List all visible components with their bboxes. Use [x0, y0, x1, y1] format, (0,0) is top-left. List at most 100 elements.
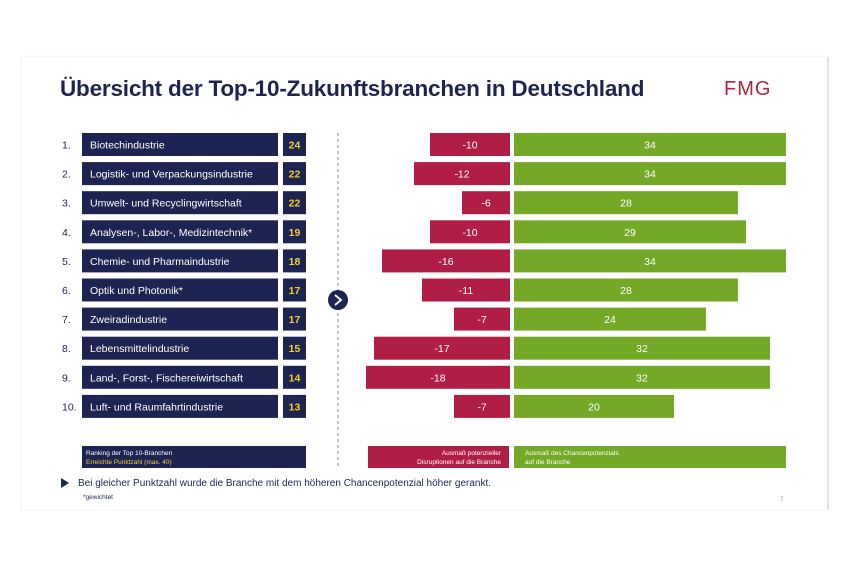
score-box [283, 365, 306, 389]
score-box [283, 394, 306, 418]
industry-label: Analysen-, Labor-, Medizintechnik* [90, 227, 252, 239]
opportunity-bar [514, 249, 786, 273]
slide-edge [827, 57, 829, 510]
industry-box [82, 365, 278, 389]
opportunity-value: 32 [636, 343, 648, 355]
industry-label: Luft- und Raumfahrtindustrie [90, 401, 223, 413]
industry-label: Zweiradindustrie [90, 314, 167, 326]
rank-number: 8. [62, 343, 71, 355]
disruption-bar [430, 133, 510, 156]
opportunity-value: 28 [620, 198, 632, 210]
score-box [283, 307, 306, 331]
legend-opportunity-line2: auf die Branche [525, 459, 571, 466]
score-value: 19 [289, 227, 301, 239]
disruption-bar [430, 220, 510, 244]
legend-disruption-box [368, 446, 509, 468]
legend-ranking-line2: Erreichte Punktzahl (max. 40) [86, 459, 172, 466]
score-value: 15 [289, 343, 301, 355]
disruption-bar [414, 162, 510, 186]
score-box [283, 191, 306, 215]
score-box [283, 278, 306, 302]
opportunity-bar [514, 220, 746, 244]
opportunity-bar [514, 336, 770, 360]
rank-number: 3. [62, 198, 71, 210]
opportunity-bar [514, 307, 706, 331]
industry-box [82, 278, 278, 302]
industry-label: Umwelt- und Recyclingwirtschaft [90, 198, 242, 210]
opportunity-value: 34 [644, 169, 656, 181]
disruption-bar [374, 336, 510, 360]
legend-disruption-line2: Disruptionen auf die Branche [417, 459, 501, 466]
industry-label: Chemie- und Pharmaindustrie [90, 256, 230, 268]
opportunity-bar [514, 394, 674, 418]
triangle-bullet-icon [61, 478, 69, 488]
page-title: Übersicht der Top-10-Zukunftsbranchen in… [60, 76, 645, 101]
industry-label: Logistik- und Verpackungsindustrie [90, 169, 253, 181]
opportunity-value: 34 [644, 140, 656, 152]
disruption-value: -11 [459, 285, 474, 297]
industry-label: Optik und Photonik* [90, 285, 183, 297]
weighted-note: *gewichtet [83, 494, 113, 501]
rank-number: 7. [62, 314, 71, 326]
industry-box [82, 191, 278, 215]
industry-label: Lebensmittelindustrie [90, 343, 189, 355]
score-value: 22 [289, 169, 301, 181]
rank-number: 6. [62, 285, 71, 297]
disruption-value: -6 [481, 198, 490, 210]
industry-box [82, 133, 278, 156]
legend-opportunity-line1: Ausmaß des Chancenpotenzials [525, 450, 619, 457]
opportunity-value: 28 [620, 285, 632, 297]
disruption-value: -7 [477, 314, 486, 326]
industry-box [82, 307, 278, 331]
score-box [283, 162, 306, 186]
footnote: Bei gleicher Punktzahl wurde die Branche… [78, 478, 492, 489]
score-value: 18 [289, 256, 301, 268]
score-value: 17 [289, 285, 301, 297]
industry-box [82, 336, 278, 360]
score-box [283, 336, 306, 360]
disruption-value: -10 [462, 227, 477, 239]
disruption-bar [382, 249, 510, 273]
score-box [283, 249, 306, 273]
score-value: 13 [289, 401, 301, 413]
industry-box [82, 220, 278, 244]
next-arrow-icon [328, 290, 348, 310]
opportunity-bar [514, 365, 770, 389]
legend-ranking-line1: Ranking der Top 10-Branchen [86, 450, 173, 457]
rank-number: 2. [62, 169, 71, 181]
disruption-value: -18 [430, 372, 445, 384]
opportunity-bar [514, 133, 786, 156]
disruption-value: -12 [454, 169, 469, 181]
score-box [283, 220, 306, 244]
industry-label: Land-, Forst-, Fischereiwirtschaft [90, 372, 243, 384]
disruption-value: -7 [477, 401, 486, 413]
disruption-bar [366, 365, 510, 389]
disruption-bar [462, 191, 510, 215]
disruption-value: -16 [438, 256, 453, 268]
opportunity-value: 29 [624, 227, 636, 239]
opportunity-value: 32 [636, 372, 648, 384]
fmg-logo: FMG [724, 78, 772, 100]
opportunity-value: 24 [604, 314, 616, 326]
opportunity-bar [514, 191, 738, 215]
opportunity-bar [514, 162, 786, 186]
rank-number: 10. [62, 401, 77, 413]
disruption-bar [422, 278, 510, 302]
disruption-bar [454, 307, 510, 331]
disruption-value: -17 [434, 343, 449, 355]
rank-number: 1. [62, 140, 71, 152]
score-value: 14 [289, 372, 301, 384]
industry-label: Biotechindustrie [90, 140, 165, 152]
disruption-value: -10 [462, 140, 477, 152]
score-value: 24 [289, 140, 301, 152]
page-number: 7 [780, 497, 784, 503]
score-value: 17 [289, 314, 301, 326]
score-value: 22 [289, 198, 301, 210]
disruption-bar [454, 394, 510, 418]
opportunity-bar [514, 278, 738, 302]
rank-number: 5. [62, 256, 71, 268]
chevron-right-icon [334, 294, 343, 306]
industry-box [82, 394, 278, 418]
opportunity-value: 20 [588, 401, 600, 413]
